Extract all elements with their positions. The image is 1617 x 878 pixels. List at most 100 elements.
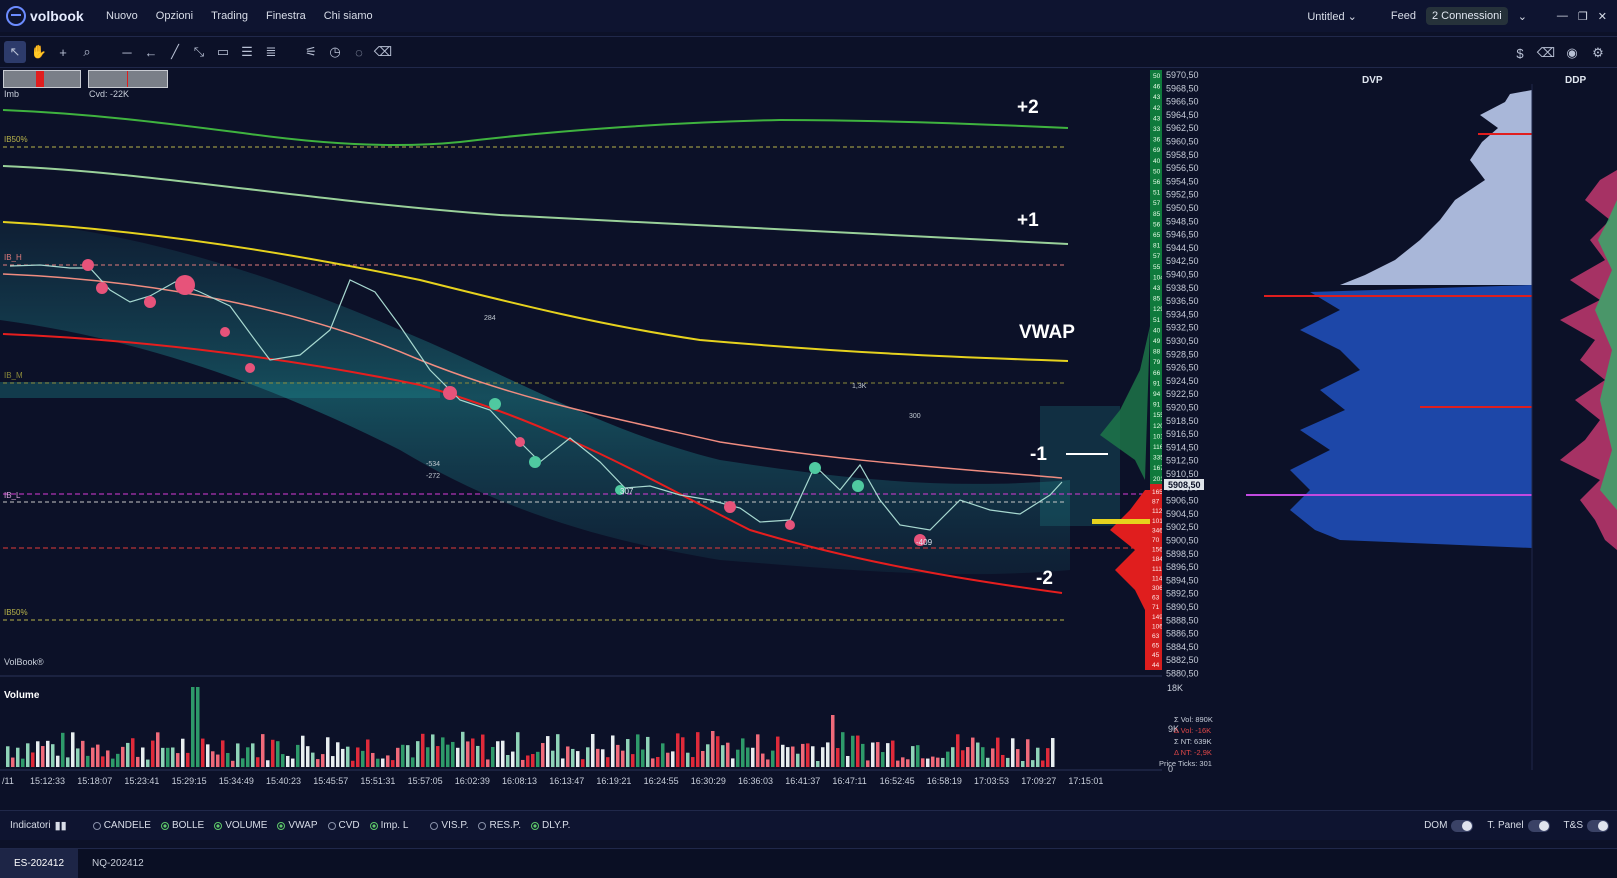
vwap-plus1-band [2,165,1069,245]
volume-bar [281,754,285,767]
trendline-icon[interactable]: ╱ [171,44,179,59]
toggle-dom[interactable]: DOM [1424,819,1474,832]
menu-chi-siamo[interactable]: Chi siamo [323,10,373,22]
cvd-label: Cvd: -22K [89,89,130,99]
indicators-button[interactable]: Indicatori ▮▮ [10,819,67,832]
opt-label: VOLUME [225,820,268,831]
menu-finestra[interactable]: Finestra [265,10,306,22]
connections-button[interactable]: 2 Connessioni [1425,7,1508,25]
menu-nuovo[interactable]: Nuovo [106,10,138,22]
volume-bar [96,744,100,767]
time-tick: 16:19:21 [596,776,631,786]
price-tick: 5924,50 [1166,376,1199,386]
opt-cvd[interactable]: CVD [327,820,360,831]
eraser-icon[interactable]: ⌫ [1536,45,1556,60]
volume-bar [941,757,945,767]
opt-dly-p[interactable]: DLY.P. [530,820,570,831]
main-chart-svg[interactable]: 284 1,3K 300 -534 -272 307 -409 +2 +1 VW… [0,70,1617,810]
dom-bid-value: 56 [1153,179,1161,186]
opt-vwap[interactable]: VWAP [277,820,318,831]
opt-volume[interactable]: VOLUME [214,820,267,831]
toggle-switch[interactable] [1451,819,1474,832]
hand-icon[interactable]: ✋ [30,44,48,59]
crosshair-icon[interactable]: + [59,44,67,60]
workspace-selector[interactable]: Untitled ⌄ [1307,10,1357,23]
ib150-bottom-label: IB50% [4,608,28,617]
volume-bar [406,745,410,767]
volume-bar [491,746,495,767]
indicator-bar: Indicatori ▮▮ CANDELE BOLLE VOLUME VWAP … [0,810,1617,840]
settings-sliders-icon[interactable]: ⚟ [305,44,317,59]
volume-bar [531,754,535,767]
watermark: VolBook® [4,657,44,667]
volume-bar [456,747,460,767]
dom-bid-value: 167 [1153,465,1164,472]
alarm-icon[interactable]: ◷ [329,44,341,59]
volume-bar [541,743,545,767]
volume-bar [546,736,550,767]
measure-icon[interactable]: ⤡ [193,44,205,59]
opt-res-p[interactable]: RES.P. [478,820,521,831]
dom-ask-value: 101 [1152,518,1163,525]
levels-icon[interactable]: ≣ [265,44,277,59]
tab-es-202412[interactable]: ES-202412 [0,849,79,878]
chevron-down-icon[interactable]: ⌄ [1517,10,1527,23]
volume-bar [461,731,465,767]
volume-bar [586,747,590,767]
opt-candele[interactable]: CANDELE [92,820,151,831]
menu-trading[interactable]: Trading [211,10,248,22]
toggle-switch[interactable] [1527,819,1550,832]
eraser-icon[interactable]: ⌫ [373,44,393,59]
dom-bid-value: 42 [1153,105,1161,112]
stat-sum-nt: Σ NT: 639K [1174,737,1212,746]
volume-bar [646,736,650,767]
comment-icon[interactable]: ◌ [355,44,363,60]
pointer-icon[interactable]: ↖ [4,41,26,63]
toggle-switch[interactable] [1587,819,1609,832]
rectangle-icon[interactable]: ▭ [216,44,230,59]
menu-opzioni[interactable]: Opzioni [155,10,194,22]
toggle-ts[interactable]: T&S [1564,819,1609,832]
target-icon[interactable]: ◉ [1566,45,1578,60]
dom-ask-value: 184 [1152,556,1163,563]
zoom-icon[interactable]: ⌕ [83,44,91,59]
dollar-icon[interactable]: $ [1516,45,1524,61]
radio-icon [327,821,336,830]
volume-bars [6,687,1055,767]
toggle-t-panel[interactable]: T. Panel [1487,819,1550,832]
volume-bar [1011,738,1015,767]
volume-bar [16,747,20,767]
volume-bar [1006,757,1010,767]
volume-bar [686,752,690,767]
fibonacci-icon[interactable]: ☰ [241,44,253,59]
volume-bar [841,732,845,767]
ray-icon[interactable]: ← [144,44,158,60]
volume-bar [961,750,965,767]
opt-vis-p[interactable]: VIS.P. [430,820,468,831]
opt-bolle[interactable]: BOLLE [160,820,204,831]
gear-icon[interactable]: ⚙ [1592,45,1604,60]
price-tick: 5934,50 [1166,309,1199,319]
chart-area[interactable]: 284 1,3K 300 -534 -272 307 -409 +2 +1 VW… [0,70,1617,810]
price-tick: 5948,50 [1166,216,1199,226]
volume-bar [471,738,475,767]
dom-bid-value: 55 [1153,264,1161,271]
volume-bar [946,751,950,767]
volume-bar [576,751,580,767]
volume-bar [921,758,925,767]
tab-nq-202412[interactable]: NQ-202412 [92,858,144,869]
volume-bar [251,743,255,767]
restore-icon[interactable]: ❐ [1577,10,1588,23]
imbalance-widget[interactable] [3,70,81,88]
cvd-widget[interactable] [88,70,168,88]
minimize-icon[interactable]: — [1556,10,1568,22]
horizontal-line-icon[interactable]: ─ [122,44,132,60]
volume-bar [556,734,560,767]
volume-bar [826,742,830,767]
opt-imp-l[interactable]: Imp. L [369,820,408,831]
time-tick: 16:52:45 [880,776,915,786]
price-tick: 5970,50 [1166,70,1199,80]
ib-mid-label: IB_M [4,371,23,380]
price-tick: 5892,50 [1166,589,1199,599]
close-icon[interactable]: ✕ [1597,10,1607,23]
